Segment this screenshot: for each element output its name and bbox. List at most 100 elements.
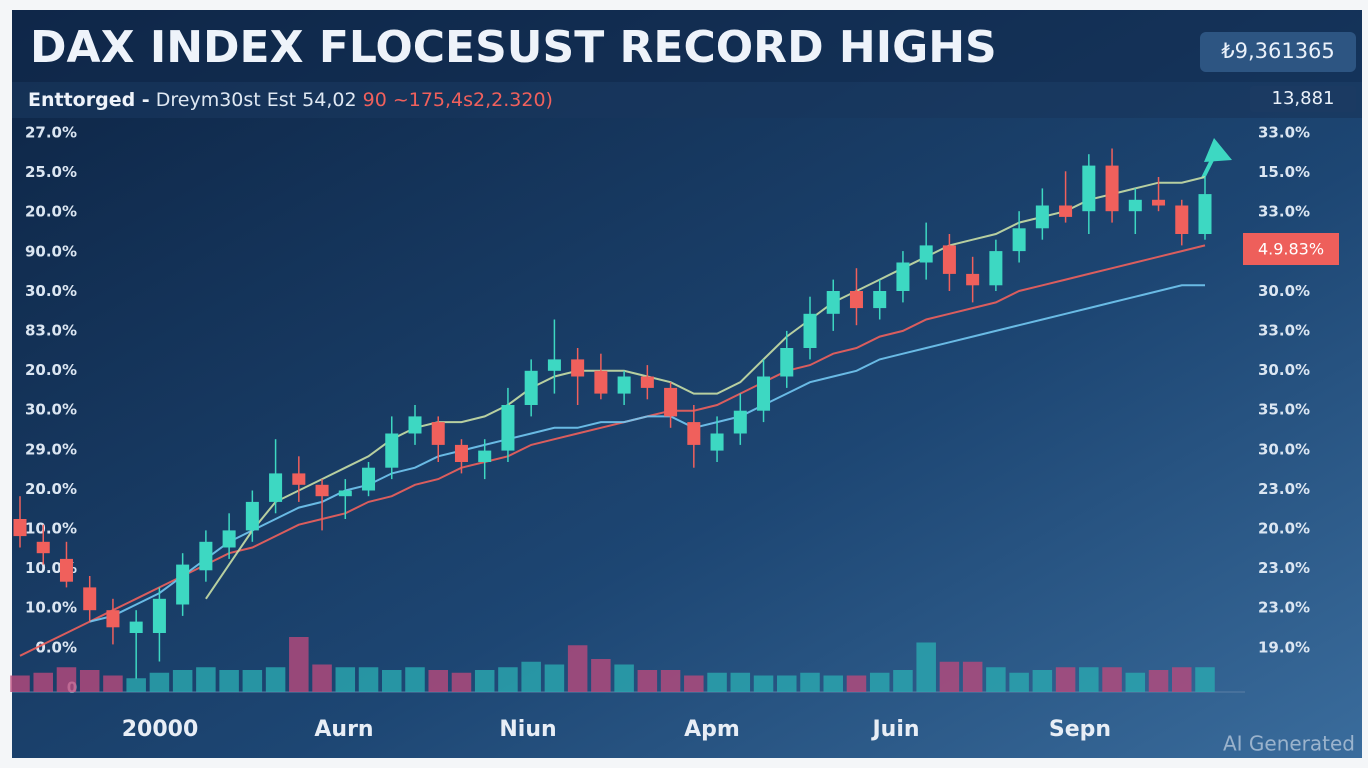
y-axis-label: 30.0% (25, 282, 77, 300)
y-axis-label: 20.0% (25, 480, 77, 498)
y2-axis-label: 15.0% (1258, 163, 1310, 181)
volume-bar (335, 667, 356, 692)
volume-bar (916, 642, 936, 692)
moving-average-line (19, 244, 1206, 657)
candle-body (733, 410, 747, 434)
volume-bar (962, 661, 983, 692)
subtitle: Enttorged - Dreym30st Est 54,02 90 ~175,… (28, 89, 553, 111)
volume-bar (1125, 672, 1146, 692)
volume-bar (869, 672, 890, 692)
volume-bar (451, 672, 472, 692)
volume-bar (986, 667, 1006, 692)
volume-bar (730, 672, 751, 692)
volume-bar (126, 678, 146, 692)
candle-body (83, 587, 97, 611)
volume-bar (684, 675, 704, 692)
candle-body (687, 422, 701, 445)
y2-axis-label: 20.0% (1258, 520, 1310, 538)
candle-body (129, 621, 143, 633)
volume-bar (56, 667, 77, 692)
candle-body (1082, 165, 1096, 212)
watermark: AI Generated (1223, 732, 1355, 756)
candle-body (1152, 199, 1166, 206)
candle-body (594, 370, 608, 394)
y-axis-label: 10.0% (25, 520, 77, 538)
volume-bar (1079, 667, 1099, 692)
volume-bar (1032, 670, 1053, 692)
volume-bar (1009, 672, 1029, 692)
y2-axis-label: 19.0% (1258, 638, 1310, 656)
price-box-2 (1250, 86, 1356, 112)
subtitle-part: Dreym30st Est 54,02 (156, 89, 357, 111)
volume-bar (219, 670, 239, 692)
volume-bar (846, 675, 867, 692)
volume-bar (10, 675, 30, 692)
volume-bar (591, 659, 611, 692)
volume-bar (405, 667, 425, 692)
y2-axis-label: 23.0% (1258, 559, 1310, 577)
y2-axis-label: 33.0% (1258, 322, 1310, 340)
chart-title: DAX INDEX FLOCESUST RECORD HIGHS (30, 22, 997, 73)
volume-bar (777, 675, 797, 692)
candle-body (315, 484, 329, 497)
x-axis-label: 20000 (122, 717, 199, 742)
candle-body (106, 610, 120, 628)
y2-axis-label: 30.0% (1258, 440, 1310, 458)
volume-bar (893, 670, 913, 692)
y-axis-label: 29.0% (25, 440, 77, 458)
volume-bar (196, 667, 216, 692)
candle-body (478, 450, 492, 462)
y2-axis-label: 30.0% (1258, 282, 1310, 300)
y-axis-label: 20.0% (25, 361, 77, 379)
volume-bar (1172, 667, 1192, 692)
y-axis-label: 30.0% (25, 401, 77, 419)
volume-bar (79, 670, 100, 692)
candle-body (989, 251, 1003, 286)
y2-axis-label: 33.0% (1258, 203, 1310, 221)
volume-bar (149, 672, 170, 692)
candle-body (292, 473, 306, 485)
trend-arrow-shaft (1201, 155, 1216, 179)
volume-bar (1195, 667, 1215, 692)
volume-bar (1102, 667, 1122, 692)
candle-body (803, 313, 817, 348)
volume-bar (474, 670, 495, 692)
volume-bar (544, 664, 565, 692)
y-axis-label: 10.0% (25, 599, 77, 617)
x-axis-label: Niun (499, 717, 556, 742)
candle-body (431, 422, 445, 445)
candle-body (966, 273, 980, 286)
candle-body (385, 433, 399, 468)
y2-axis-label: 30.0% (1258, 361, 1310, 379)
x-axis-label: Aurn (314, 717, 373, 742)
volume-bar (172, 670, 193, 692)
trend-arrow (1204, 138, 1232, 162)
moving-average-line (89, 284, 1205, 623)
candle-body (152, 598, 166, 633)
candle-body (710, 433, 724, 451)
volume-bar (33, 672, 53, 692)
volume-bar (707, 672, 727, 692)
volume-bar (498, 667, 518, 692)
x-axis-label: Juin (870, 717, 919, 742)
candle-body (942, 245, 956, 274)
volume-bar (823, 675, 843, 692)
candle-body (13, 519, 27, 537)
volume-bar (660, 670, 681, 692)
candle-body (873, 291, 887, 309)
candle-body (617, 376, 631, 394)
y-axis-label: 27.0% (25, 124, 77, 142)
y2-axis-label: 33.0% (1258, 124, 1310, 142)
candle-body (408, 416, 422, 434)
volume-bar (800, 672, 820, 692)
candle-body (501, 405, 515, 451)
volume-bar (265, 667, 286, 692)
candle-body (640, 376, 654, 388)
volume-bar (103, 675, 123, 692)
candle-body (245, 501, 259, 531)
candle-body (59, 558, 73, 582)
candle-body (849, 291, 863, 309)
volume-bar (637, 670, 658, 692)
